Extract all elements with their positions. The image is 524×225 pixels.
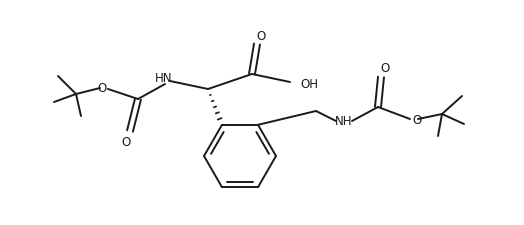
Text: HN: HN: [155, 72, 173, 85]
Text: NH: NH: [335, 115, 353, 128]
Text: O: O: [97, 81, 106, 94]
Text: O: O: [412, 114, 422, 127]
Text: O: O: [256, 30, 266, 43]
Text: O: O: [122, 135, 130, 148]
Text: O: O: [380, 62, 390, 75]
Text: OH: OH: [300, 77, 318, 90]
